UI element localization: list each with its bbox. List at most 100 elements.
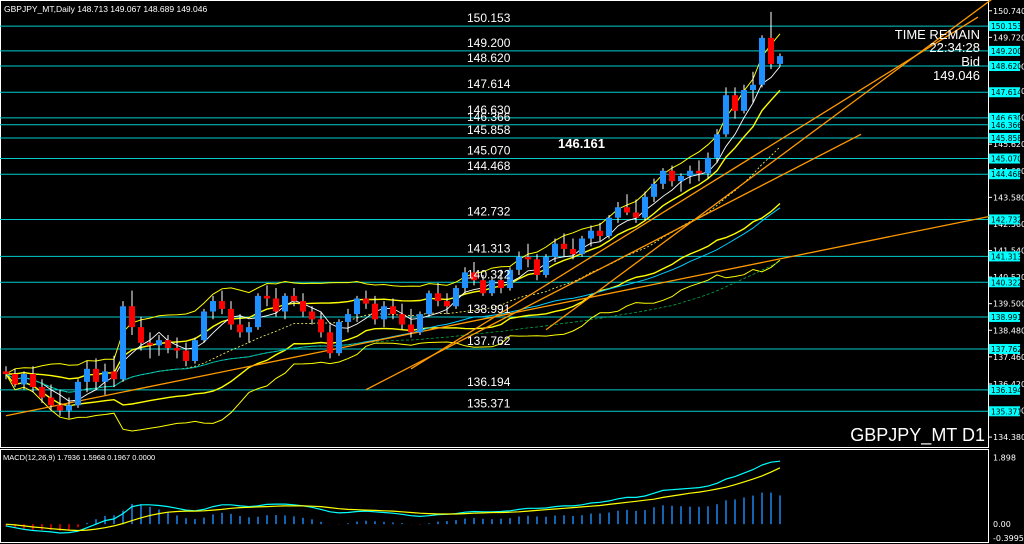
candle-body — [147, 342, 153, 346]
candle-body — [156, 340, 162, 346]
candle-body — [768, 37, 774, 64]
axis-tick-label: 143.580 — [993, 193, 1024, 202]
level-label: 136.194 — [467, 375, 511, 389]
candle-body — [597, 230, 603, 236]
level-tag-bg — [989, 87, 1020, 98]
candle-body — [336, 321, 342, 354]
chart-header: GBPJPY_MT,Daily 148.713 149.067 148.689 … — [4, 4, 207, 14]
candle-body — [750, 84, 756, 90]
level-label: 146.366 — [467, 110, 511, 124]
candle-body — [732, 95, 738, 111]
candle-body — [408, 324, 414, 333]
ma-75 — [5, 261, 781, 393]
axis-tick-label: 138.480 — [993, 326, 1024, 335]
time-remain-label: TIME REMAIN — [895, 27, 980, 42]
level-tag: 146.630 — [991, 114, 1022, 123]
candle-body — [552, 243, 558, 257]
candle-body — [300, 301, 306, 312]
candle-body — [489, 280, 495, 294]
level-tag: 138.991 — [991, 313, 1022, 322]
macd-panel[interactable]: 1.898 0.00 -0.3995 — [5, 453, 1024, 543]
level-label: 138.991 — [467, 302, 511, 316]
candle-body — [471, 272, 477, 281]
candle-body — [669, 170, 675, 182]
level-tag-bg — [989, 251, 1020, 262]
bollinger-lower-inner — [5, 202, 781, 407]
level-label: 141.313 — [467, 241, 511, 255]
candle-body — [723, 95, 729, 135]
candle-body — [282, 295, 288, 312]
level-tag: 140.322 — [991, 278, 1022, 287]
level-tag-bg — [989, 61, 1020, 72]
candle-body — [435, 293, 441, 302]
candle-body — [642, 196, 648, 218]
bid-label: Bid — [961, 54, 980, 69]
candle-body — [588, 230, 594, 239]
level-tag-bg — [989, 311, 1020, 322]
level-label: 142.732 — [467, 204, 511, 218]
candle-body — [777, 56, 783, 64]
axis-tick-label: 150.740 — [993, 7, 1024, 16]
level-tag-bg — [989, 153, 1020, 164]
level-label: 140.322 — [467, 267, 511, 281]
axis-tick-label: 141.540 — [993, 247, 1024, 256]
candle-body — [651, 183, 657, 197]
candle-body — [534, 259, 540, 276]
candle-body — [525, 256, 531, 260]
trend-line — [545, 0, 992, 331]
candle-body — [237, 324, 243, 333]
candle-body — [372, 303, 378, 320]
macd-line — [5, 460, 781, 534]
level-tag-bg — [989, 406, 1020, 417]
axis-tick-label: 145.620 — [993, 140, 1024, 149]
level-tag: 142.732 — [991, 215, 1022, 224]
candle-body — [66, 405, 72, 411]
level-tag: 135.371 — [991, 407, 1022, 416]
candle-body — [48, 397, 54, 406]
candle-body — [129, 306, 135, 328]
symbol-label: GBPJPY_MT D1 — [850, 425, 985, 446]
level-label: 149.200 — [467, 36, 511, 50]
macd-label: MACD(12,26,9) 1.7936 1.5968 0.1967 0.000… — [3, 453, 155, 462]
axis-tick-label: 139.500 — [993, 300, 1024, 309]
time-remain-value: 22:34:28 — [929, 40, 980, 55]
candle-body — [543, 256, 549, 276]
candle-body — [12, 374, 18, 385]
level-label: 144.468 — [467, 159, 511, 173]
level-tag: 145.070 — [991, 155, 1022, 164]
candle-body — [309, 311, 315, 320]
level-tag-bg — [989, 21, 1020, 32]
candle-body — [507, 269, 513, 289]
macd-axis-label: -0.3995 — [993, 534, 1024, 543]
candle-body — [453, 288, 459, 307]
level-tag: 141.313 — [991, 252, 1022, 261]
level-tag-bg — [989, 277, 1020, 288]
candle-body — [93, 368, 99, 382]
level-tag-bg — [989, 112, 1020, 123]
macd-frame — [0, 449, 989, 543]
candle-body — [579, 238, 585, 255]
level-tag-bg — [989, 169, 1020, 180]
axis-tick-label: 137.460 — [993, 353, 1024, 362]
candle-body — [84, 368, 90, 382]
candle-body — [480, 280, 486, 294]
candle-body — [759, 37, 765, 85]
candlesticks[interactable] — [3, 11, 783, 419]
candle-body — [390, 306, 396, 315]
level-tag: 145.858 — [991, 134, 1022, 143]
candle-body — [678, 175, 684, 182]
candle-body — [426, 293, 432, 315]
candle-body — [633, 212, 639, 218]
level-tag: 148.620 — [991, 62, 1022, 71]
level-tag: 137.762 — [991, 345, 1022, 354]
level-tag-bg — [989, 132, 1020, 143]
level-tag: 146.366 — [991, 121, 1022, 130]
macd-axis-label: 1.898 — [993, 453, 1016, 462]
candle-body — [264, 295, 270, 299]
candle-body — [318, 319, 324, 333]
candle-body — [291, 295, 297, 302]
axis-tick-label: 149.720 — [993, 33, 1024, 42]
level-tag-bg — [989, 343, 1020, 354]
